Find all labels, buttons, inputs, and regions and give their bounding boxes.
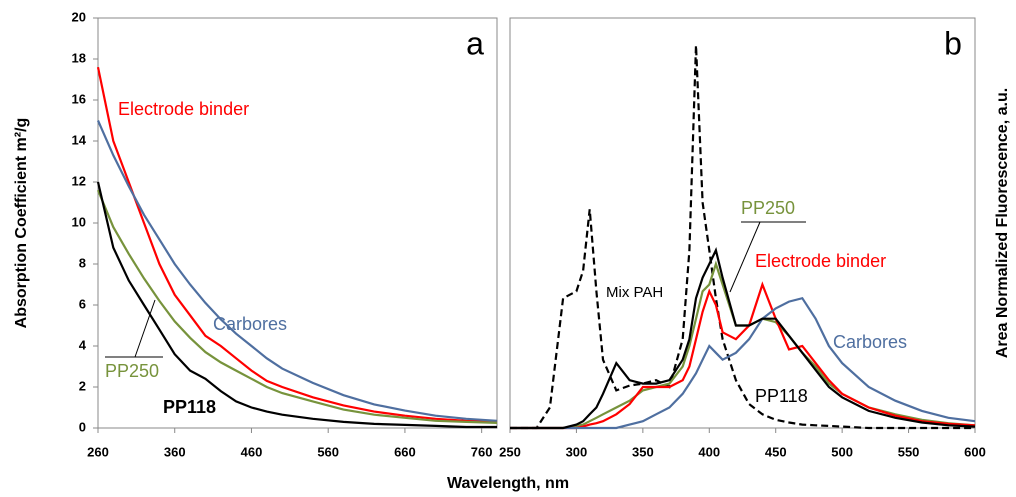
y-axis-label: Absorption Coefficient m²/g: [13, 118, 30, 329]
x-tick-label: 660: [394, 444, 416, 459]
series-label: Carbores: [213, 314, 287, 334]
series-label: Carbores: [833, 332, 907, 352]
series-line: [510, 45, 975, 430]
series-line: [510, 296, 976, 430]
series-line: [510, 281, 976, 430]
series-line: [510, 247, 976, 430]
y-tick-label: 12: [72, 173, 86, 188]
y-tick-label: 2: [79, 378, 86, 393]
x-tick-label: 300: [566, 444, 588, 459]
series-line: [96, 189, 498, 424]
series-label: PP118: [755, 386, 808, 406]
x-tick-label: 550: [898, 444, 920, 459]
x-tick-label: 350: [632, 444, 654, 459]
x-tick-label: 360: [164, 444, 186, 459]
x-axis-label: Wavelength, nm: [447, 475, 569, 492]
y-tick-label: 6: [79, 296, 86, 311]
x-tick-label: 500: [831, 444, 853, 459]
plot-frame: [509, 17, 976, 429]
y-tick-label: 4: [79, 337, 87, 352]
y-tick-label: 20: [72, 9, 86, 24]
label-leader: [729, 221, 761, 293]
y-tick-label: 0: [79, 419, 86, 434]
series-label: PP250: [105, 361, 159, 381]
x-tick-label: 560: [317, 444, 339, 459]
series-label: PP118: [163, 397, 216, 417]
y-tick-label: 18: [72, 50, 86, 65]
series-label: Electrode binder: [755, 251, 886, 271]
series-line: [96, 181, 497, 429]
x-tick-label: 460: [241, 444, 263, 459]
x-tick-label: 260: [87, 444, 109, 459]
x-tick-label: 400: [698, 444, 720, 459]
series-line: [96, 120, 498, 422]
series-label: Mix PAH: [606, 284, 663, 301]
y-tick-label: 14: [72, 132, 87, 147]
series-line: [510, 260, 976, 430]
x-tick-label: 250: [499, 444, 521, 459]
y-tick-label: 8: [79, 255, 86, 270]
panel-label: a: [466, 25, 484, 61]
panel-label: b: [944, 25, 962, 61]
series-label: PP250: [741, 198, 795, 218]
series-line: [96, 66, 498, 423]
y-axis-label: Area Normalized Fluorescence, a.u.: [994, 88, 1011, 358]
x-tick-label: 600: [964, 444, 986, 459]
label-leader: [134, 299, 156, 358]
y-tick-label: 10: [72, 214, 86, 229]
series-label: Electrode binder: [118, 99, 249, 119]
x-tick-label: 760: [471, 444, 493, 459]
y-tick-label: 16: [72, 91, 86, 106]
x-tick-label: 450: [765, 444, 787, 459]
